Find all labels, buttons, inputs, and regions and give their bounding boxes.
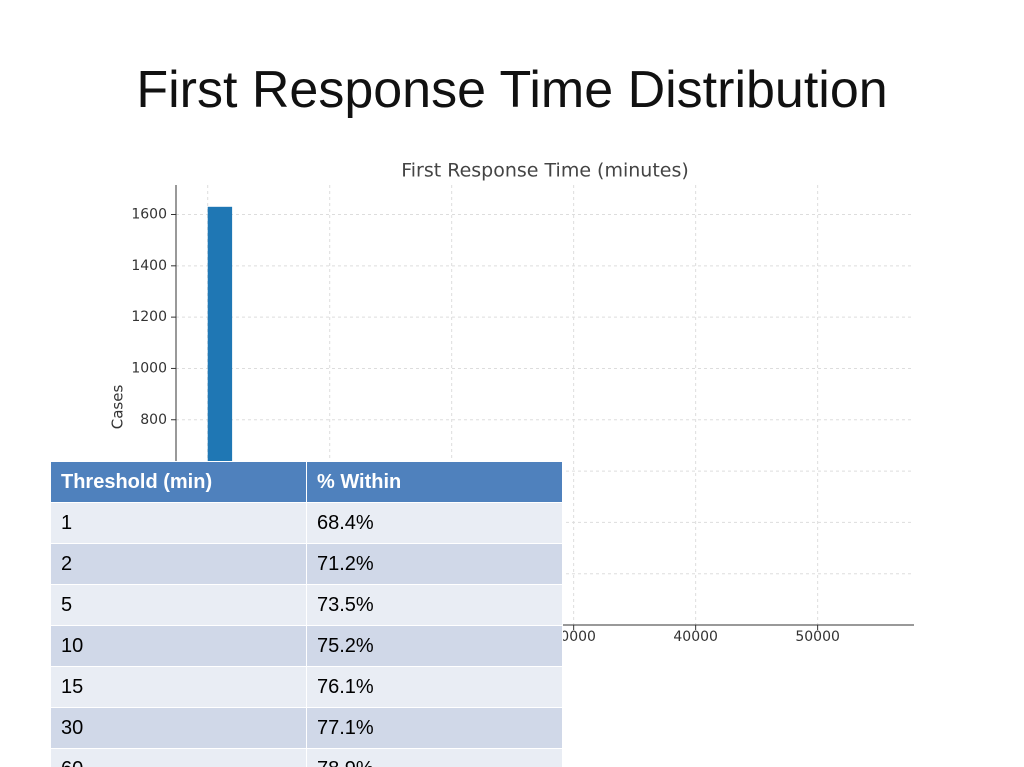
table-row: 5 73.5%: [50, 584, 563, 626]
y-tick-label: 1600: [131, 207, 167, 223]
y-axis-label: Cases: [109, 385, 127, 430]
table-cell: 76.1%: [306, 666, 563, 708]
table-row: 15 76.1%: [50, 666, 563, 708]
chart-title: First Response Time (minutes): [401, 160, 689, 182]
slide-title: First Response Time Distribution: [136, 61, 888, 119]
table-cell: 60: [50, 748, 307, 767]
table-header: Threshold (min): [50, 461, 307, 503]
table-cell: 71.2%: [306, 543, 563, 585]
table-cell: 1: [50, 502, 307, 544]
table-cell: 5: [50, 584, 307, 626]
table-row: 2 71.2%: [50, 543, 563, 585]
y-tick-label: 1400: [131, 258, 167, 274]
table-row: 30 77.1%: [50, 707, 563, 749]
table-cell: 77.1%: [306, 707, 563, 749]
x-tick-label: 30000: [551, 629, 596, 645]
table-row: 10 75.2%: [50, 625, 563, 667]
table-cell: 68.4%: [306, 502, 563, 544]
y-tick-label: 1200: [131, 309, 167, 325]
x-tick-label: 40000: [673, 629, 718, 645]
x-tick-label: 50000: [795, 629, 840, 645]
table-row: 1 68.4%: [50, 502, 563, 544]
table-row: 6078.9%: [50, 748, 563, 767]
table-cell: 78.9%: [306, 748, 563, 767]
table-cell: 2: [50, 543, 307, 585]
table-cell: 75.2%: [306, 625, 563, 667]
table-header: % Within: [306, 461, 563, 503]
table-cell: 15: [50, 666, 307, 708]
y-tick-label: 800: [140, 412, 167, 428]
table-cell: 30: [50, 707, 307, 749]
threshold-table: Threshold (min)% Within 1 68.4% 2 71.2% 5 73.…: [50, 461, 563, 767]
y-tick-label: 1000: [131, 360, 167, 376]
table-cell: 10: [50, 625, 307, 667]
table-cell: 73.5%: [306, 584, 563, 626]
